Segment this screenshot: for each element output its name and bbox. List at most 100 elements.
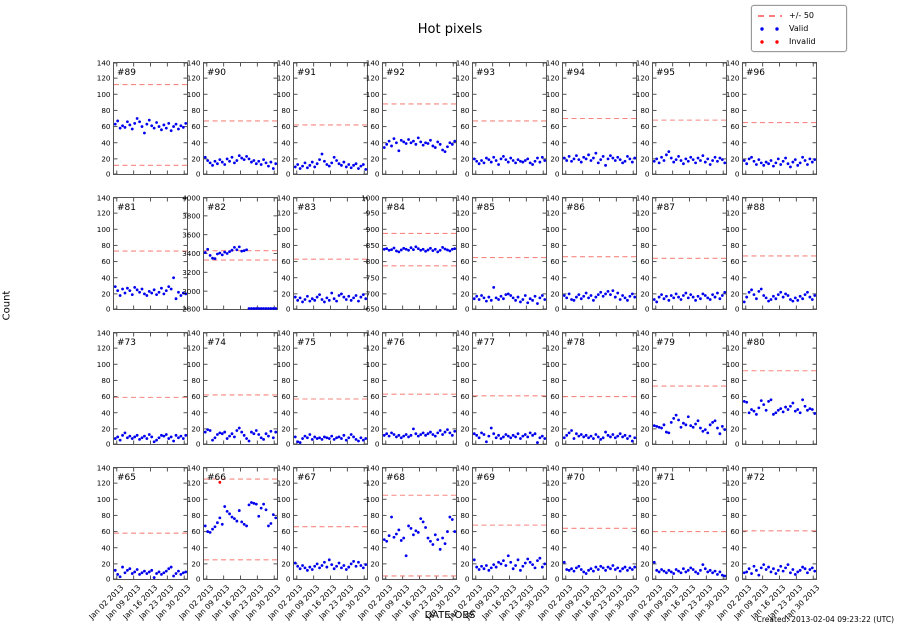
valid-point — [215, 252, 219, 256]
valid-point — [157, 290, 161, 294]
valid-point — [477, 162, 481, 166]
valid-point — [436, 140, 440, 144]
valid-point — [528, 431, 532, 435]
y-tick-label: 100 — [636, 90, 650, 99]
valid-point — [206, 159, 209, 162]
valid-point — [793, 572, 797, 576]
valid-point — [121, 565, 124, 569]
valid-point — [322, 159, 326, 163]
valid-point — [793, 409, 797, 413]
y-tick-label: 60 — [550, 392, 560, 401]
valid-point — [305, 568, 309, 572]
valid-point — [788, 165, 792, 169]
panel-label: #90 — [207, 68, 226, 78]
y-tick-label: 100 — [456, 360, 470, 369]
valid-point — [628, 434, 632, 438]
valid-point — [562, 560, 566, 564]
valid-point — [786, 162, 790, 166]
valid-point — [174, 572, 178, 575]
valid-point — [402, 140, 406, 144]
valid-point — [494, 436, 498, 440]
valid-point — [778, 407, 782, 411]
valid-point — [686, 568, 690, 572]
valid-point — [509, 436, 513, 440]
valid-point — [213, 436, 217, 440]
valid-point — [247, 439, 251, 443]
valid-point — [538, 296, 542, 300]
valid-point — [504, 293, 508, 297]
valid-point — [327, 298, 331, 302]
valid-point — [509, 560, 513, 564]
valid-point — [754, 163, 758, 166]
valid-point — [475, 433, 479, 437]
valid-point — [402, 246, 406, 250]
valid-point — [786, 294, 790, 297]
valid-point — [604, 292, 607, 296]
valid-point — [589, 567, 593, 571]
valid-point — [803, 567, 807, 571]
valid-point — [322, 300, 326, 304]
valid-point — [516, 158, 520, 162]
valid-point — [446, 530, 450, 533]
valid-point — [708, 298, 712, 301]
y-tick-label: 0 — [645, 170, 650, 179]
valid-point — [434, 247, 438, 251]
valid-point — [116, 435, 120, 439]
y-tick-label: 0 — [645, 440, 650, 449]
x-axis-label: DATE-OBS — [424, 610, 476, 621]
valid-point — [541, 565, 544, 569]
valid-point — [606, 433, 610, 437]
panel-label: #77 — [476, 338, 495, 348]
valid-point — [349, 298, 353, 302]
valid-point — [349, 562, 353, 566]
valid-point — [524, 159, 527, 162]
y-tick-label: 120 — [456, 74, 470, 83]
valid-point — [354, 564, 358, 568]
valid-point — [337, 435, 341, 439]
valid-point — [232, 435, 236, 439]
valid-point — [800, 398, 804, 402]
valid-point — [351, 435, 355, 439]
valid-point — [752, 409, 755, 413]
valid-point — [582, 294, 586, 298]
valid-point — [659, 293, 663, 297]
valid-point — [138, 437, 141, 441]
y-tick-label: 120 — [725, 344, 739, 353]
valid-point — [409, 526, 413, 530]
valid-point — [623, 433, 627, 437]
y-tick-label: 60 — [371, 527, 381, 536]
valid-point — [150, 291, 154, 295]
panel-label: #71 — [656, 473, 675, 483]
valid-point — [718, 297, 722, 301]
valid-point — [720, 573, 724, 577]
valid-point — [623, 565, 627, 569]
valid-point — [342, 433, 345, 437]
valid-point — [344, 568, 348, 571]
valid-point — [800, 297, 804, 301]
valid-point — [254, 502, 258, 506]
valid-point — [261, 502, 265, 506]
valid-point — [594, 565, 598, 569]
valid-point — [417, 530, 421, 534]
valid-point — [271, 436, 275, 440]
y-tick-label: 20 — [371, 154, 381, 163]
y-tick-label: 1000 — [362, 194, 381, 203]
valid-point — [572, 298, 576, 302]
panel-label: #69 — [476, 473, 495, 483]
y-tick-label: 140 — [97, 59, 111, 68]
y-tick-label: 60 — [550, 527, 560, 536]
y-tick-label: 80 — [550, 511, 560, 520]
valid-point — [385, 142, 389, 146]
valid-point — [147, 570, 151, 574]
valid-point — [356, 167, 360, 170]
valid-point — [567, 292, 571, 296]
valid-point — [686, 415, 690, 419]
valid-point — [706, 570, 709, 574]
valid-point — [444, 247, 447, 251]
valid-point — [749, 572, 753, 575]
valid-point — [594, 151, 598, 155]
valid-point — [150, 568, 154, 572]
valid-point — [701, 154, 705, 158]
y-tick-label: 60 — [281, 392, 291, 401]
valid-point — [778, 163, 782, 166]
